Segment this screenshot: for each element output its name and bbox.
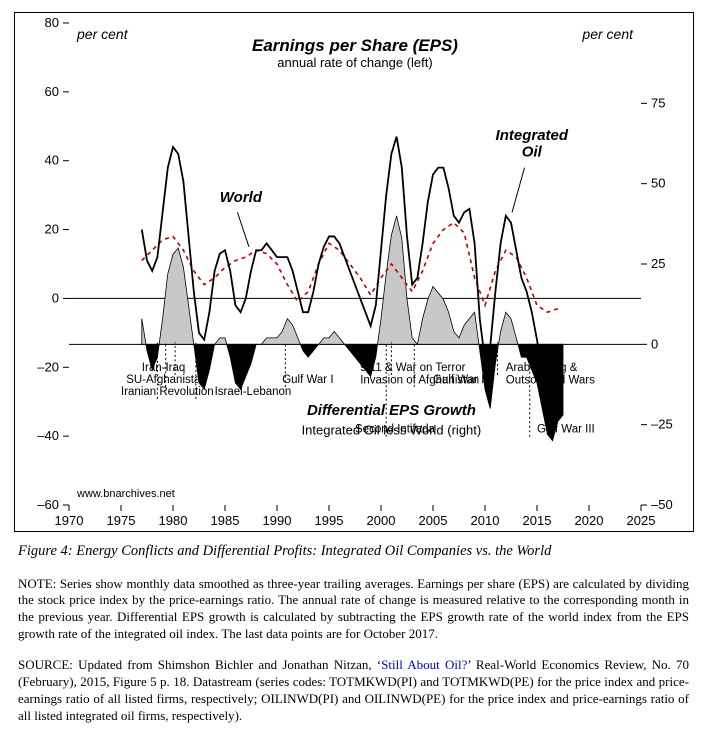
svg-text:60: 60 <box>44 84 58 99</box>
svg-text:Earnings per Share (EPS): Earnings per Share (EPS) <box>252 36 458 55</box>
svg-text:2005: 2005 <box>418 513 447 528</box>
svg-text:Integrated Oil less World (rig: Integrated Oil less World (right) <box>301 422 481 437</box>
svg-text:20: 20 <box>44 222 58 237</box>
svg-text:SU-Afghanistan: SU-Afghanistan <box>126 374 207 386</box>
svg-text:–25: –25 <box>651 417 673 432</box>
svg-text:2020: 2020 <box>574 513 603 528</box>
svg-text:50: 50 <box>651 176 665 191</box>
svg-text:1985: 1985 <box>210 513 239 528</box>
svg-text:Gulf War I: Gulf War I <box>282 374 333 386</box>
source-pre: Updated from Shimshon Bichler and Jonath… <box>73 657 381 672</box>
chart-svg: 1970197519801985199019952000200520102015… <box>15 13 693 531</box>
svg-text:2015: 2015 <box>522 513 551 528</box>
svg-text:1995: 1995 <box>314 513 343 528</box>
svg-text:1980: 1980 <box>158 513 187 528</box>
figure-note: NOTE: Series show monthly data smoothed … <box>18 576 689 644</box>
svg-text:Gulf War II: Gulf War II <box>433 374 488 386</box>
svg-text:2025: 2025 <box>626 513 655 528</box>
chart-container: 1970197519801985199019952000200520102015… <box>14 12 694 532</box>
svg-text:–60: –60 <box>37 497 59 512</box>
figure-source: SOURCE: Updated from Shimshon Bichler an… <box>18 657 689 725</box>
svg-text:Differential EPS Growth: Differential EPS Growth <box>306 402 475 419</box>
svg-text:Iranian Revolution: Iranian Revolution <box>121 386 214 398</box>
svg-text:1975: 1975 <box>106 513 135 528</box>
svg-text:1990: 1990 <box>262 513 291 528</box>
note-label: NOTE: <box>18 576 56 591</box>
svg-text:40: 40 <box>44 153 58 168</box>
figure-caption: Figure 4: Energy Conflicts and Different… <box>18 542 689 562</box>
source-label: SOURCE: <box>18 657 73 672</box>
svg-text:80: 80 <box>44 15 58 30</box>
svg-text:www.bnarchives.net: www.bnarchives.net <box>76 488 175 500</box>
svg-text:–40: –40 <box>37 428 59 443</box>
source-link[interactable]: Still About Oil? <box>381 657 467 672</box>
svg-text:2000: 2000 <box>366 513 395 528</box>
svg-text:1970: 1970 <box>54 513 83 528</box>
svg-text:Iran-Iraq: Iran-Iraq <box>141 362 184 374</box>
note-text: Series show monthly data smoothed as thr… <box>18 576 689 642</box>
svg-text:per cent: per cent <box>76 26 129 42</box>
svg-text:–20: –20 <box>37 359 59 374</box>
svg-text:IntegratedOil: IntegratedOil <box>495 127 568 161</box>
svg-text:75: 75 <box>651 95 665 110</box>
svg-text:annual rate of change (left): annual rate of change (left) <box>277 55 432 70</box>
svg-text:0: 0 <box>51 290 58 305</box>
svg-text:Gulf War III: Gulf War III <box>537 424 595 436</box>
svg-text:Arab Spring &Outsourced Wars: Arab Spring &Outsourced Wars <box>505 362 594 387</box>
svg-text:–50: –50 <box>651 497 673 512</box>
svg-text:per cent: per cent <box>581 26 634 42</box>
svg-text:25: 25 <box>651 256 665 271</box>
svg-text:0: 0 <box>651 336 658 351</box>
svg-text:2010: 2010 <box>470 513 499 528</box>
svg-text:World: World <box>219 189 262 206</box>
svg-text:Israel-Lebanon: Israel-Lebanon <box>214 386 291 398</box>
